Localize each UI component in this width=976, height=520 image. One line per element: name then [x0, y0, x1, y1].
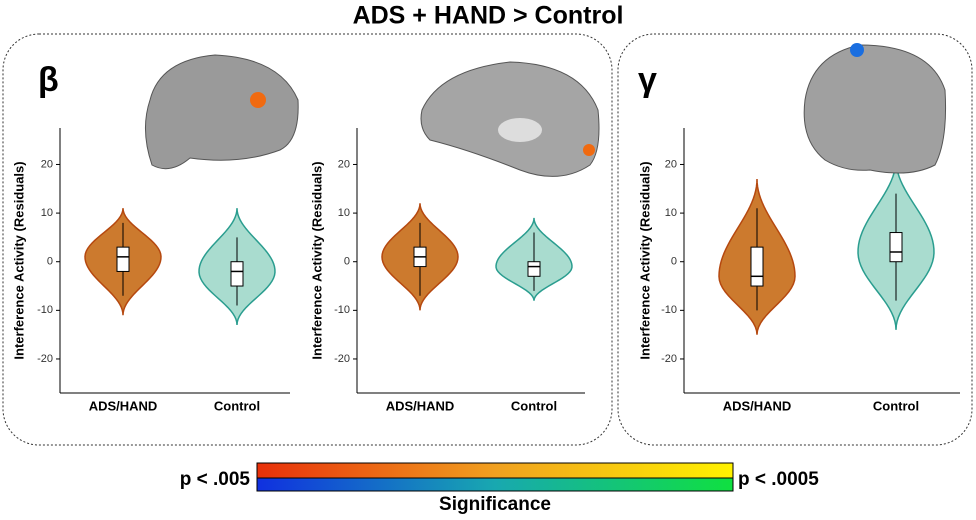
- box: [889, 232, 903, 263]
- y-tick-label: 20: [338, 158, 350, 170]
- activation-blob: [250, 92, 266, 108]
- y-tick-label: 0: [47, 256, 53, 268]
- box: [230, 261, 244, 287]
- colorbar-low-label: p < .005: [180, 469, 251, 490]
- panel-frame: [2, 33, 613, 446]
- x-tick-label: Control: [873, 398, 919, 413]
- brain-image: [144, 54, 299, 170]
- activation-blob: [850, 43, 864, 57]
- y-tick-label: -20: [334, 353, 350, 365]
- panel-label: γ: [638, 61, 657, 99]
- y-tick-label: 0: [344, 256, 350, 268]
- x-tick-label: ADS/HAND: [89, 398, 158, 413]
- y-tick-label: 20: [665, 158, 677, 170]
- x-tick-label: ADS/HAND: [386, 398, 455, 413]
- brain-image: [420, 61, 600, 177]
- colorbar-high-label: p < .0005: [738, 469, 819, 490]
- y-axis-label: Interference Activity (Residuals): [11, 161, 26, 359]
- y-tick-label: 10: [338, 207, 350, 219]
- colorbar-cool: [256, 477, 734, 492]
- colorbar-warm: [256, 462, 734, 479]
- y-tick-label: -20: [661, 353, 677, 365]
- x-tick-label: Control: [214, 398, 260, 413]
- y-tick-label: 10: [665, 207, 677, 219]
- plots: -20 -10 0 10 20 Interference Activity (Residu…: [11, 128, 960, 413]
- y-tick-label: -10: [37, 304, 53, 316]
- y-tick-label: -10: [661, 304, 677, 316]
- y-axis-label: Interference Activity (Residuals): [637, 161, 652, 359]
- x-tick-label: ADS/HAND: [723, 398, 792, 413]
- y-tick-label: 0: [671, 256, 677, 268]
- y-tick-label: 10: [41, 207, 53, 219]
- brain-images: [144, 43, 947, 177]
- panel-frame: [617, 33, 973, 446]
- brain-detail: [498, 118, 542, 142]
- colorbar-title: Significance: [439, 494, 551, 515]
- y-tick-label: -10: [334, 304, 350, 316]
- box: [750, 246, 764, 287]
- y-tick-label: -20: [37, 353, 53, 365]
- brain-image: [803, 44, 947, 174]
- y-axis-label: Interference Activity (Residuals): [309, 161, 324, 359]
- y-tick-label: 20: [41, 158, 53, 170]
- activation-blob: [583, 144, 595, 156]
- x-tick-label: Control: [511, 398, 557, 413]
- box: [116, 246, 130, 272]
- panel-label: β: [38, 61, 59, 99]
- box: [527, 261, 541, 277]
- figure-title: ADS + HAND > Control: [353, 2, 624, 30]
